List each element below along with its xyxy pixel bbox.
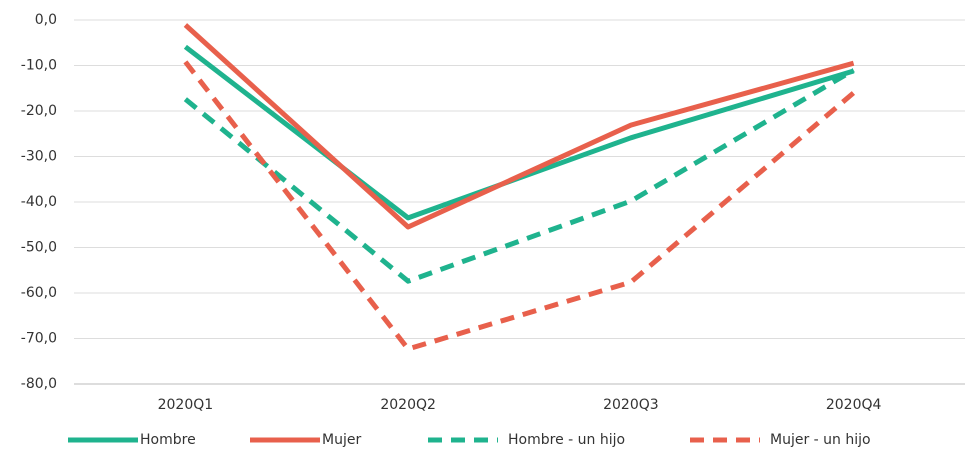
y-tick-label: -10,0 [21,58,57,74]
x-tick-label: 2020Q1 [158,397,214,413]
y-tick-label: 0,0 [35,12,57,28]
y-tick-label: -40,0 [21,194,57,210]
legend-label: Hombre [140,432,196,448]
series-line [183,67,855,284]
y-tick-label: -60,0 [21,285,57,301]
y-tick-label: -20,0 [21,103,57,119]
x-tick-label: 2020Q2 [380,397,436,413]
x-tick-label: 2020Q3 [603,397,659,413]
legend-label: Mujer - un hijo [770,432,871,448]
series-line [183,23,855,230]
y-tick-label: -80,0 [21,376,57,392]
y-tick-label: -30,0 [21,149,57,165]
series-line [183,60,856,352]
y-tick-label: -70,0 [21,331,57,347]
legend-label: Mujer [322,432,361,448]
legend-label: Hombre - un hijo [508,432,625,448]
x-tick-label: 2020Q4 [826,397,882,413]
y-tick-label: -50,0 [21,240,57,256]
